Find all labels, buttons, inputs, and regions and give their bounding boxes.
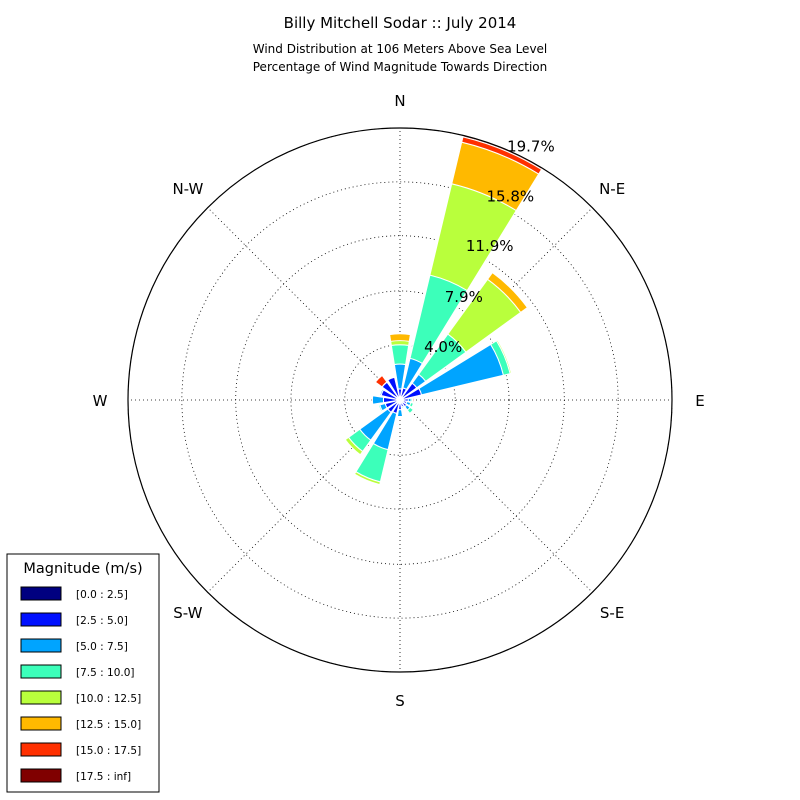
ring-labels: 4.0% 7.9% 11.9% 15.8% 19.7% <box>424 138 555 356</box>
direction-label-w: W <box>93 392 108 410</box>
polar-frame <box>127 127 673 673</box>
ring-label-15-8: 15.8% <box>486 187 534 205</box>
legend-swatch <box>20 586 62 601</box>
legend-label: [5.0 : 7.5] <box>76 641 128 653</box>
legend-item: [17.5 : inf] <box>20 768 131 783</box>
wind-bar-e-bin-1 <box>399 398 409 402</box>
legend-swatch <box>20 742 62 757</box>
legend-item: [0.0 : 2.5] <box>20 586 128 601</box>
legend-item: [12.5 : 15.0] <box>20 716 141 731</box>
wind-bar-w-bin-1 <box>382 396 401 404</box>
legend-label: [10.0 : 12.5] <box>76 693 141 705</box>
wind-bar-wnw-bin-1 <box>380 389 401 401</box>
wind-bar-n-bin-2 <box>393 363 407 401</box>
legend-item: [7.5 : 10.0] <box>20 664 134 679</box>
legend-swatch <box>20 690 62 705</box>
wind-bar-ne-bin-1 <box>399 382 418 401</box>
legend-swatch <box>20 612 62 627</box>
legend-item: [5.0 : 7.5] <box>20 638 128 653</box>
wind-bar-nnw-bin-1 <box>387 376 401 401</box>
wind-bar-ene-bin-2 <box>399 343 504 401</box>
direction-labels: N N-E E S-E S S-W W N-W <box>93 92 705 710</box>
legend-title: Magnitude (m/s) <box>23 561 142 577</box>
direction-label-s: S <box>395 692 405 710</box>
legend-items: [0.0 : 2.5] [2.5 : 5.0] [5.0 : 7.5] [7.5… <box>20 586 141 783</box>
wind-bar-nw-bin-1 <box>381 381 401 401</box>
direction-label-ne: N-E <box>599 180 625 198</box>
ring-label-4-0: 4.0% <box>424 338 462 356</box>
legend-swatch <box>20 638 62 653</box>
legend-label: [7.5 : 10.0] <box>76 667 134 679</box>
legend-swatch <box>20 716 62 731</box>
wind-bar-nnw-bin-0 <box>398 396 401 401</box>
direction-label-e: E <box>695 392 704 410</box>
wind-bar-ene-bin-1 <box>399 387 423 401</box>
direction-label-n: N <box>394 92 405 110</box>
legend-label: [17.5 : inf] <box>76 771 131 783</box>
grid-ring <box>290 290 510 510</box>
wind-bar-sw-bin-1 <box>387 399 401 413</box>
grid-ring <box>181 181 619 619</box>
ring-label-7-9: 7.9% <box>445 288 483 306</box>
grid-spoke <box>207 207 401 401</box>
wind-bar-n-bin-1 <box>397 388 403 401</box>
chart-subtitle-line-2: Percentage of Wind Magnitude Towards Dir… <box>253 60 547 74</box>
legend-item: [2.5 : 5.0] <box>20 612 128 627</box>
polar-plot-area: 4.0% 7.9% 11.9% 15.8% 19.7% N N-E E S-E … <box>93 92 705 710</box>
direction-label-sw: S-W <box>173 604 202 622</box>
legend-label: [15.0 : 17.5] <box>76 745 141 757</box>
legend: Magnitude (m/s) [0.0 : 2.5] [2.5 : 5.0] … <box>6 553 160 793</box>
wind-bar-s-bin-1 <box>397 399 403 411</box>
grid-spoke <box>399 399 593 593</box>
legend-label: [0.0 : 2.5] <box>76 589 128 601</box>
legend-item: [10.0 : 12.5] <box>20 690 141 705</box>
chart-title: Billy Mitchell Sodar :: July 2014 <box>284 14 517 32</box>
wind-bar-wsw-bin-1 <box>384 399 401 409</box>
legend-label: [12.5 : 15.0] <box>76 719 141 731</box>
legend-item: [15.0 : 17.5] <box>20 742 141 757</box>
legend-swatch <box>20 768 62 783</box>
legend-swatch <box>20 664 62 679</box>
legend-label: [2.5 : 5.0] <box>76 615 128 627</box>
direction-label-nw: N-W <box>172 180 203 198</box>
ring-label-11-9: 11.9% <box>466 237 514 255</box>
grid-ring <box>344 344 456 456</box>
wind-bars <box>344 134 543 486</box>
chart-subtitle-line-1: Wind Distribution at 106 Meters Above Se… <box>253 42 548 56</box>
ring-label-19-7: 19.7% <box>507 138 555 156</box>
direction-label-se: S-E <box>600 604 624 622</box>
